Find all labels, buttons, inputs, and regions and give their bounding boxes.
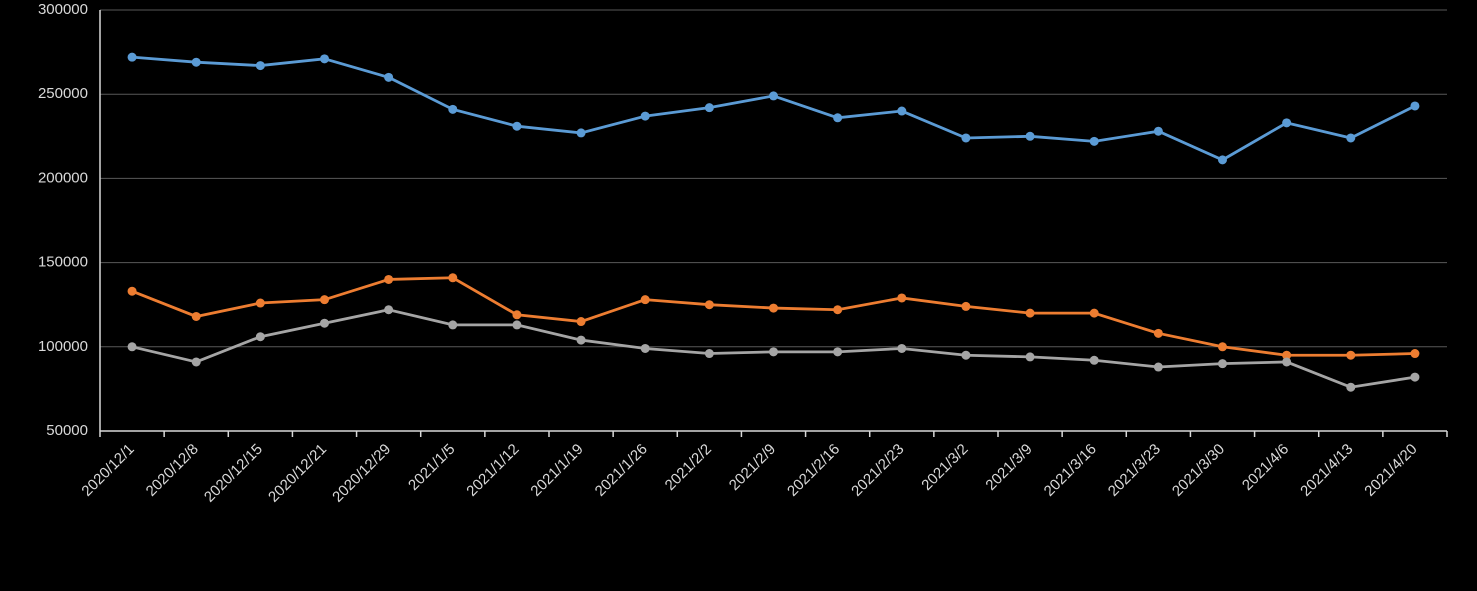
series-marker-series-a — [128, 53, 137, 62]
series-marker-series-c — [1154, 363, 1163, 372]
series-marker-series-c — [833, 347, 842, 356]
series-marker-series-b — [1154, 329, 1163, 338]
series-marker-series-b — [961, 302, 970, 311]
y-tick-label: 200000 — [38, 169, 88, 186]
series-marker-series-c — [577, 336, 586, 345]
series-marker-series-a — [320, 54, 329, 63]
series-marker-series-a — [1154, 127, 1163, 136]
series-marker-series-c — [448, 320, 457, 329]
series-marker-series-b — [1090, 309, 1099, 318]
series-marker-series-c — [897, 344, 906, 353]
series-marker-series-b — [833, 305, 842, 314]
series-marker-series-b — [1218, 342, 1227, 351]
series-marker-series-b — [384, 275, 393, 284]
series-marker-series-c — [128, 342, 137, 351]
series-marker-series-c — [1218, 359, 1227, 368]
series-marker-series-a — [1282, 118, 1291, 127]
series-marker-series-a — [512, 122, 521, 131]
series-marker-series-b — [1026, 309, 1035, 318]
series-marker-series-a — [192, 58, 201, 67]
series-marker-series-b — [128, 287, 137, 296]
series-marker-series-a — [1090, 137, 1099, 146]
series-marker-series-a — [705, 103, 714, 112]
chart-svg: 500001000001500002000002500003000002020/… — [0, 0, 1477, 591]
series-marker-series-a — [1410, 101, 1419, 110]
series-marker-series-c — [641, 344, 650, 353]
series-marker-series-a — [1218, 155, 1227, 164]
series-marker-series-b — [897, 293, 906, 302]
series-marker-series-c — [512, 320, 521, 329]
series-marker-series-c — [769, 347, 778, 356]
series-marker-series-a — [448, 105, 457, 114]
series-marker-series-c — [705, 349, 714, 358]
y-tick-label: 100000 — [38, 338, 88, 355]
series-marker-series-b — [577, 317, 586, 326]
series-marker-series-b — [256, 299, 265, 308]
series-marker-series-b — [448, 273, 457, 282]
series-marker-series-b — [192, 312, 201, 321]
series-marker-series-a — [577, 128, 586, 137]
y-tick-label: 150000 — [38, 254, 88, 271]
series-marker-series-a — [961, 133, 970, 142]
y-tick-label: 250000 — [38, 85, 88, 102]
series-marker-series-c — [192, 357, 201, 366]
series-marker-series-a — [833, 113, 842, 122]
series-marker-series-a — [384, 73, 393, 82]
series-marker-series-b — [641, 295, 650, 304]
series-marker-series-a — [256, 61, 265, 70]
y-tick-label: 300000 — [38, 1, 88, 18]
series-marker-series-b — [769, 304, 778, 313]
series-marker-series-c — [1346, 383, 1355, 392]
series-marker-series-a — [641, 112, 650, 121]
series-marker-series-b — [512, 310, 521, 319]
series-marker-series-c — [961, 351, 970, 360]
series-marker-series-c — [1282, 357, 1291, 366]
series-marker-series-a — [769, 91, 778, 100]
series-marker-series-c — [384, 305, 393, 314]
series-marker-series-b — [705, 300, 714, 309]
series-marker-series-b — [320, 295, 329, 304]
series-marker-series-a — [1346, 133, 1355, 142]
series-marker-series-a — [1026, 132, 1035, 141]
series-marker-series-c — [320, 319, 329, 328]
line-chart: 500001000001500002000002500003000002020/… — [0, 0, 1477, 591]
series-marker-series-a — [897, 107, 906, 116]
series-marker-series-c — [1410, 373, 1419, 382]
series-marker-series-c — [1026, 352, 1035, 361]
series-marker-series-c — [1090, 356, 1099, 365]
series-marker-series-c — [256, 332, 265, 341]
y-tick-label: 50000 — [46, 422, 88, 439]
series-marker-series-b — [1410, 349, 1419, 358]
series-marker-series-b — [1346, 351, 1355, 360]
